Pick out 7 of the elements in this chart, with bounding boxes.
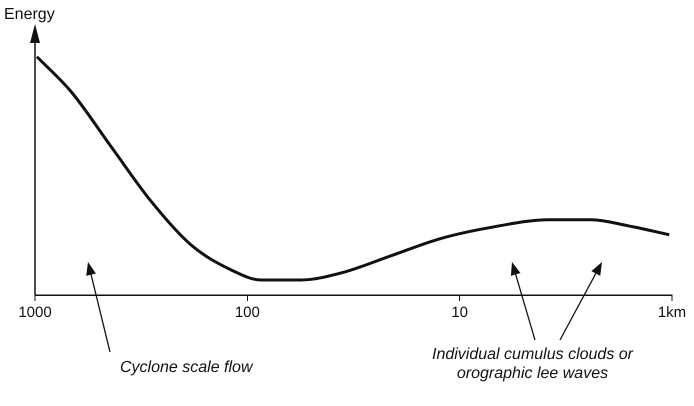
- x-tick-label: 100: [234, 304, 260, 322]
- y-axis-title: Energy: [4, 6, 55, 24]
- x-tick-label: 1km: [658, 304, 686, 322]
- text: Individual cumulus clouds or orographic lee waves: [431, 345, 634, 383]
- x-tick-label: 10: [451, 304, 468, 322]
- x-tick-label: 1000: [18, 304, 52, 322]
- text: Cyclone scale flow: [120, 358, 254, 377]
